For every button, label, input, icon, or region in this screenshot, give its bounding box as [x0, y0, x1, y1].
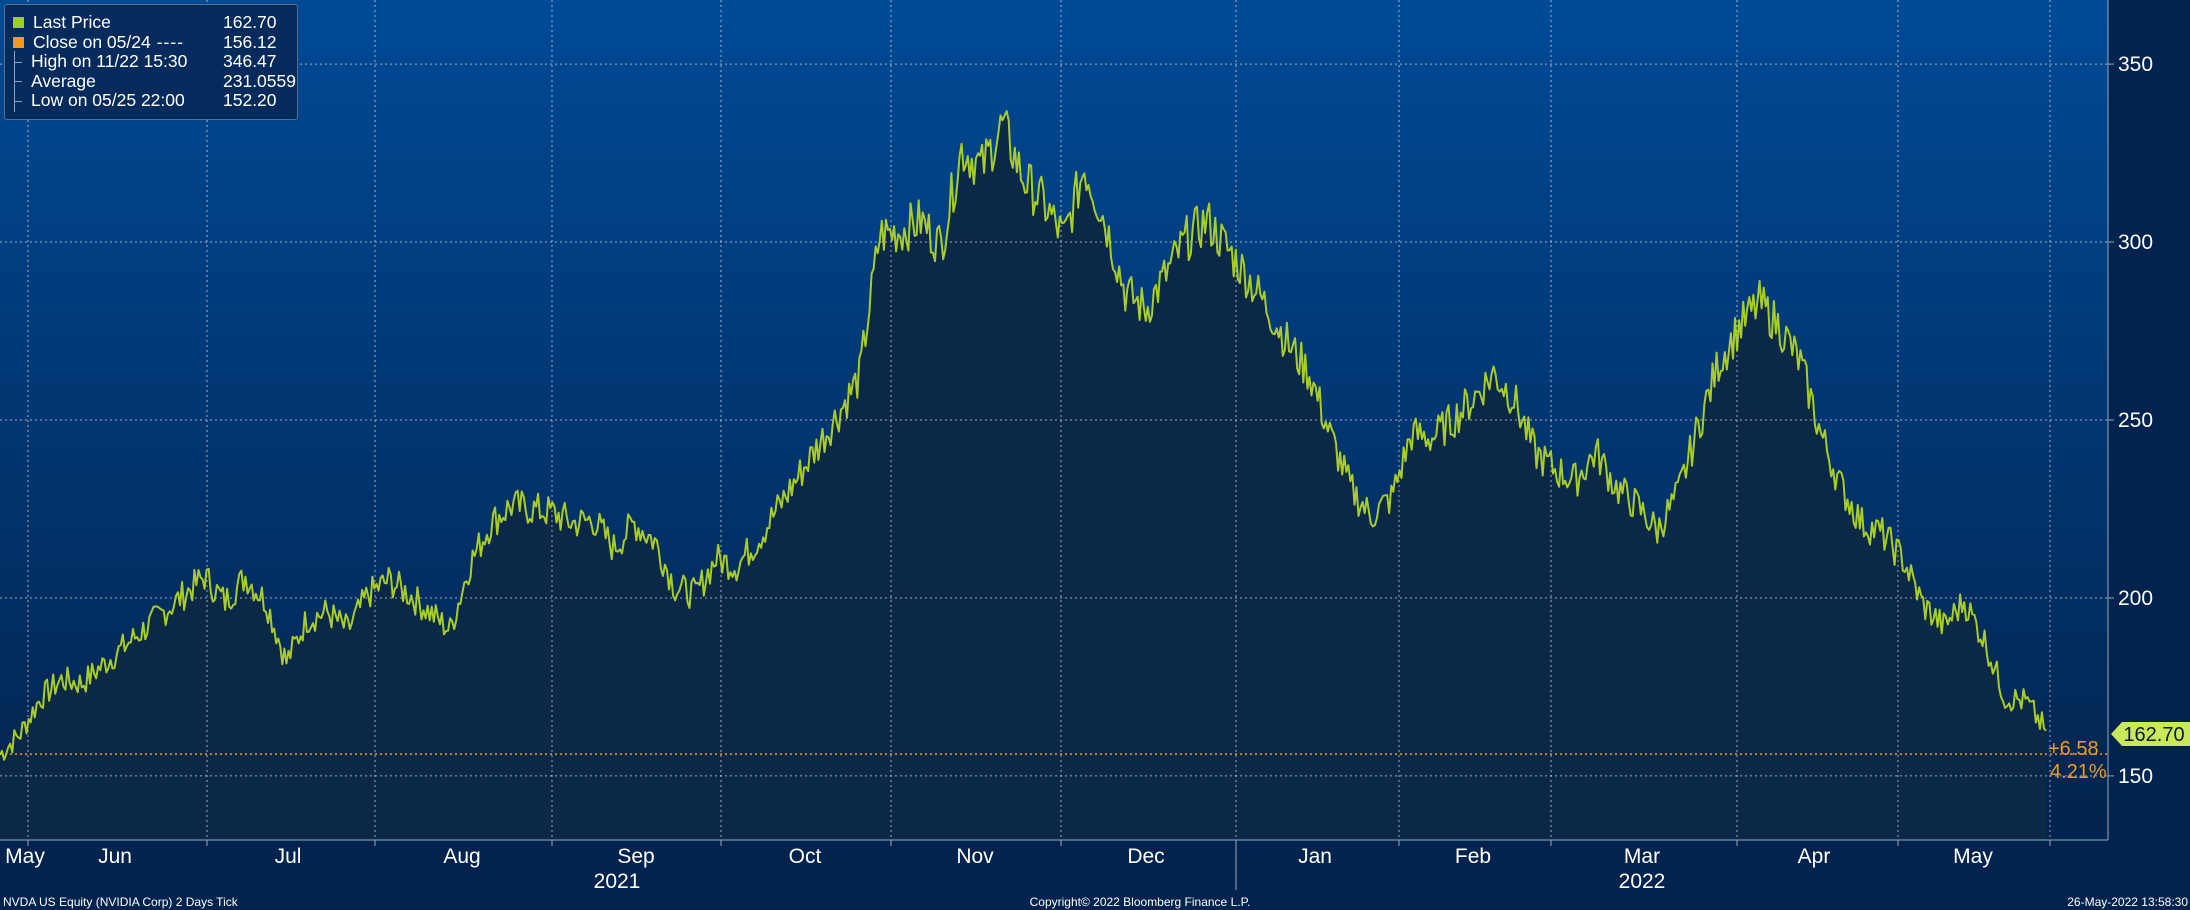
x-year-label: 2021 [594, 870, 641, 893]
x-tick-label: Oct [789, 845, 822, 868]
ticker-footer-label: NVDA US Equity (NVIDIA Corp) 2 Days Tick [3, 895, 239, 909]
x-tick-label: Jan [1298, 845, 1332, 868]
x-year-label: 2022 [1619, 870, 1666, 893]
legend-entry: Average 231.0559 [11, 70, 296, 93]
x-tick-label: Aug [443, 845, 480, 868]
x-tick-label: May [5, 845, 45, 868]
legend-label: Low on 05/25 22:00 [31, 90, 185, 110]
change-absolute-label: +6.58 [2048, 738, 2099, 760]
y-tick-label: 350 [2118, 53, 2153, 76]
x-tick-label: Feb [1455, 845, 1491, 868]
legend-value: 152.20 [223, 90, 277, 110]
legend-value: 162.70 [223, 12, 277, 32]
legend-value: 231.0559 [223, 70, 296, 91]
y-tick-label: 250 [2118, 409, 2153, 432]
legend-value: 156.12 [223, 31, 277, 52]
x-tick-label: May [1953, 845, 1993, 868]
price-area-fill [0, 111, 2046, 841]
legend-dash-marker: ---- [156, 31, 185, 52]
last-price-tag: 162.70 [2111, 722, 2190, 746]
copyright-footer-label: Copyright© 2022 Bloomberg Finance L.P. [1030, 895, 1251, 909]
legend-tree-icon [11, 70, 25, 93]
price-series-line [0, 110, 2047, 761]
x-tick-label: Jun [98, 845, 132, 868]
change-percent-label: 4.21% [2050, 761, 2107, 783]
legend-entry: Close on 05/24 ---- 156.12 [11, 31, 291, 53]
legend-tree-icon [11, 50, 25, 73]
legend-color-swatch [13, 17, 24, 29]
legend-value: 346.47 [223, 51, 277, 71]
last-price-tag-text: 162.70 [2123, 724, 2184, 746]
y-tick-label: 200 [2118, 587, 2153, 610]
chart-legend: Last Price 162.70 Close on 05/24 ---- 156.12… [4, 4, 298, 120]
grid-lines [0, 0, 2108, 840]
legend-entry: Low on 05/25 22:00 152.20 [11, 89, 291, 112]
y-axis-ticks: 150 200 250 300 350 [2108, 53, 2153, 788]
x-axis-year-labels: 2021 2022 [594, 870, 1666, 893]
x-tick-label: Sep [617, 845, 654, 868]
legend-label: Average [31, 70, 96, 91]
x-tick-label: Nov [956, 845, 994, 868]
y-tick-label: 150 [2118, 765, 2153, 788]
legend-label: Close on 05/24 [33, 31, 151, 52]
y-tick-label: 300 [2118, 231, 2153, 254]
x-tick-label: Jul [275, 845, 302, 868]
legend-color-swatch [13, 36, 24, 48]
legend-entry: High on 11/22 15:30 346.47 [11, 50, 291, 73]
x-tick-label: Apr [1798, 845, 1831, 868]
timestamp-footer-label: 26-May-2022 13:58:30 [2067, 895, 2188, 909]
x-tick-label: Mar [1624, 845, 1660, 868]
x-axis-ticks: May Jun Jul Aug Sep Oct Nov Dec Jan Feb Mar Apr May [5, 840, 2051, 890]
legend-label: Last Price [33, 12, 111, 32]
legend-label: High on 11/22 15:30 [31, 51, 188, 71]
legend-entry: Last Price 162.70 [11, 12, 291, 33]
x-tick-label: Dec [1127, 845, 1164, 868]
legend-tree-icon [11, 89, 25, 112]
